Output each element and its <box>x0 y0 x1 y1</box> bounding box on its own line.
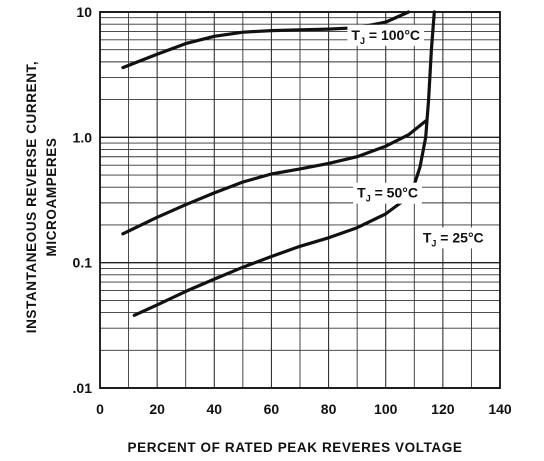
x-tick-label: 60 <box>264 401 280 417</box>
series-line-2 <box>132 10 436 317</box>
series-labels: TJ = 100°C TJ = 50°C TJ = 25°C <box>347 24 488 249</box>
plot-border <box>99 11 501 389</box>
x-tick-label: 0 <box>96 401 104 417</box>
y-tick-label: 1.0 <box>73 129 93 145</box>
x-tick-label: 80 <box>321 401 337 417</box>
x-tick-label: 100 <box>374 401 398 417</box>
y-tick-labels: .01 0.1 1.0 10 <box>73 4 93 396</box>
x-tick-label: 120 <box>431 401 455 417</box>
y-axis-label-line-1: INSTANTANEOUS REVERSE CURRENT, <box>24 61 39 334</box>
x-tick-label: 40 <box>206 401 222 417</box>
series-curves <box>121 10 436 317</box>
series-label-1: TJ = 50°C <box>357 185 418 204</box>
series-label-bg <box>353 182 422 204</box>
x-tick-labels: 0 20 40 60 80 100 120 140 <box>96 401 512 417</box>
series-label-0: TJ = 100°C <box>351 27 420 46</box>
grid-lines <box>100 11 500 389</box>
y-axis-label-line-2: MICROAMPERES <box>44 138 59 257</box>
y-tick-label: 0.1 <box>73 255 93 271</box>
y-tick-label: .01 <box>73 380 93 396</box>
x-tick-label: 20 <box>149 401 165 417</box>
x-tick-label: 140 <box>488 401 512 417</box>
series-label-bg <box>418 227 488 249</box>
y-tick-label: 10 <box>76 4 92 20</box>
series-label-2: TJ = 25°C <box>423 229 484 248</box>
plot-frame <box>99 11 501 389</box>
x-axis-label: PERCENT OF RATED PEAK REVERES VOLTAGE <box>128 440 463 455</box>
series-label-bg <box>347 24 425 46</box>
series-line-1 <box>121 119 428 236</box>
